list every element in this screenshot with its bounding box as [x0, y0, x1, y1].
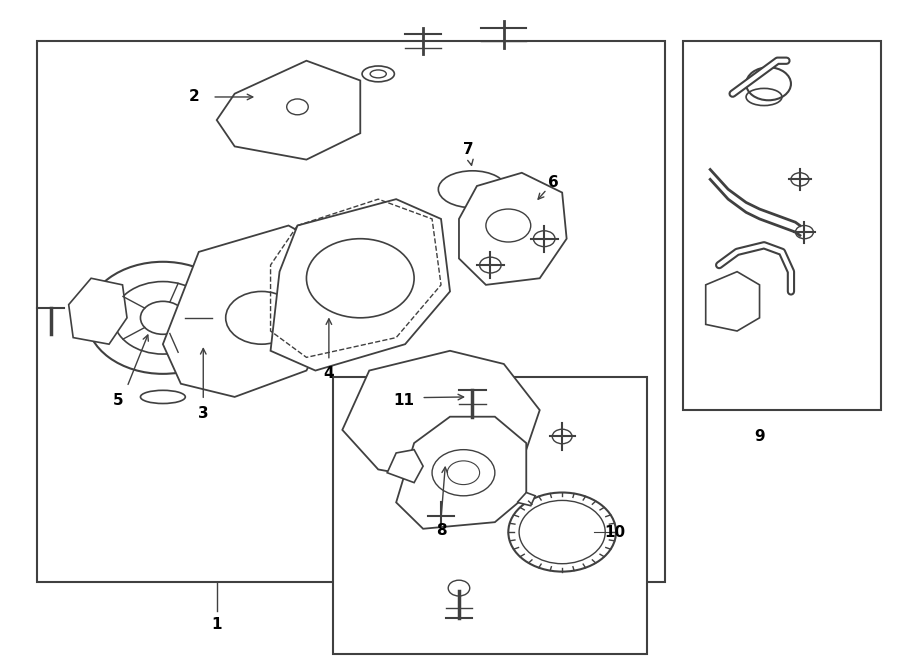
Polygon shape [706, 271, 760, 331]
Polygon shape [342, 351, 540, 483]
Polygon shape [518, 493, 536, 506]
Polygon shape [217, 61, 360, 160]
Bar [333, 377, 647, 654]
Text: 9: 9 [754, 429, 765, 444]
Polygon shape [163, 226, 342, 397]
Bar [37, 41, 665, 581]
Text: 8: 8 [436, 523, 446, 538]
Text: 3: 3 [198, 406, 209, 421]
Bar [683, 41, 881, 410]
Text: 1: 1 [212, 617, 222, 632]
Polygon shape [387, 449, 423, 483]
Polygon shape [396, 416, 526, 529]
Polygon shape [459, 173, 567, 285]
Text: 2: 2 [189, 89, 200, 105]
Text: 5: 5 [112, 393, 123, 408]
Text: 7: 7 [463, 142, 473, 157]
Text: 10: 10 [604, 524, 626, 540]
Text: 4: 4 [324, 366, 334, 381]
Text: 11: 11 [393, 393, 414, 408]
Polygon shape [68, 278, 127, 344]
Polygon shape [271, 199, 450, 371]
Text: 6: 6 [548, 175, 559, 190]
